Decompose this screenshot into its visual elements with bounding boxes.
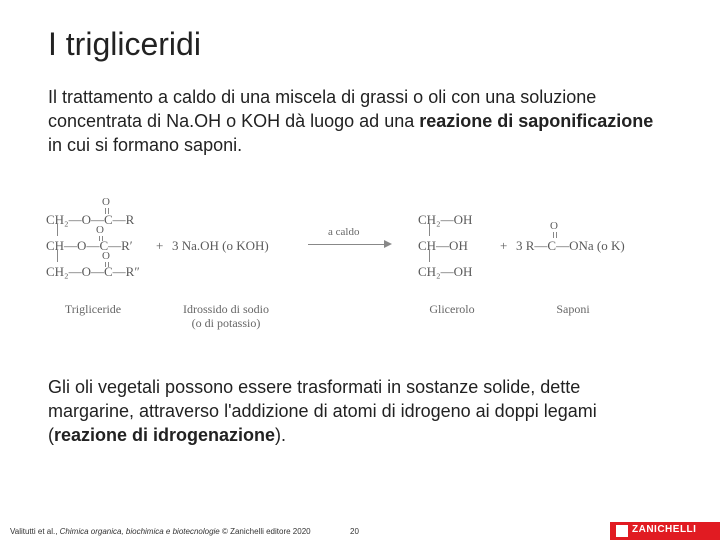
soap-text: 3 R—C—ONa (o K) xyxy=(516,238,625,254)
paragraph-2: Gli oli vegetali possono essere trasform… xyxy=(48,376,658,447)
arrow-line xyxy=(308,244,384,245)
brand-square-icon xyxy=(616,525,628,537)
triglyceride-line2: CH—O—C—R′ xyxy=(46,238,133,254)
glycerol-line3: CH₂—OH xyxy=(418,264,472,280)
para1-post: in cui si formano saponi. xyxy=(48,135,242,155)
footer-page-number: 20 xyxy=(350,527,359,536)
para2-bold: reazione di idrogenazione xyxy=(54,425,275,445)
plus-2: + xyxy=(500,238,507,254)
slide: I trigliceridi Il trattamento a caldo di… xyxy=(0,0,720,540)
reagent-caption2: (o di potassio) xyxy=(166,316,286,331)
footer-copyright: © Zanichelli editore 2020 xyxy=(220,527,311,536)
footer-brand-bar: ZANICHELLI xyxy=(610,522,720,540)
reaction-diagram: O CH₂—O—C—R O CH—O—C—R′ O CH₂—O—C—R″ Tri… xyxy=(38,202,678,352)
triglyceride-line3: CH₂—O—C—R″ xyxy=(46,264,140,280)
footer: Valitutti et al., Chimica organica, bioc… xyxy=(0,520,720,540)
para1-bold: reazione di saponificazione xyxy=(419,111,653,131)
reagent-text: 3 Na.OH (o KOH) xyxy=(172,238,269,254)
plus-1: + xyxy=(156,238,163,254)
soap-o: O xyxy=(550,220,558,232)
glycerol-line2: CH—OH xyxy=(418,238,468,254)
glycerol-caption: Glicerolo xyxy=(412,302,492,317)
triglyceride-o2: O xyxy=(96,224,104,236)
paragraph-1: Il trattamento a caldo di una miscela di… xyxy=(48,86,658,157)
footer-book: Chimica organica, biochimica e biotecnol… xyxy=(60,527,220,536)
glycerol-line1: CH₂—OH xyxy=(418,212,472,228)
triglyceride-line1: CH₂—O—C—R xyxy=(46,212,134,228)
footer-text: Valitutti et al., Chimica organica, bioc… xyxy=(10,527,311,536)
slide-title: I trigliceridi xyxy=(48,26,201,63)
soap-caption: Saponi xyxy=(538,302,608,317)
para2-post: ). xyxy=(275,425,286,445)
triglyceride-o1: O xyxy=(102,196,110,208)
arrow-head-icon xyxy=(384,240,392,248)
triglyceride-caption: Trigliceride xyxy=(48,302,138,317)
arrow-label: a caldo xyxy=(328,226,359,238)
footer-author: Valitutti et al., xyxy=(10,527,60,536)
footer-brand: ZANICHELLI xyxy=(632,524,696,535)
triglyceride-o3: O xyxy=(102,250,110,262)
reagent-caption1: Idrossido di sodio xyxy=(166,302,286,317)
